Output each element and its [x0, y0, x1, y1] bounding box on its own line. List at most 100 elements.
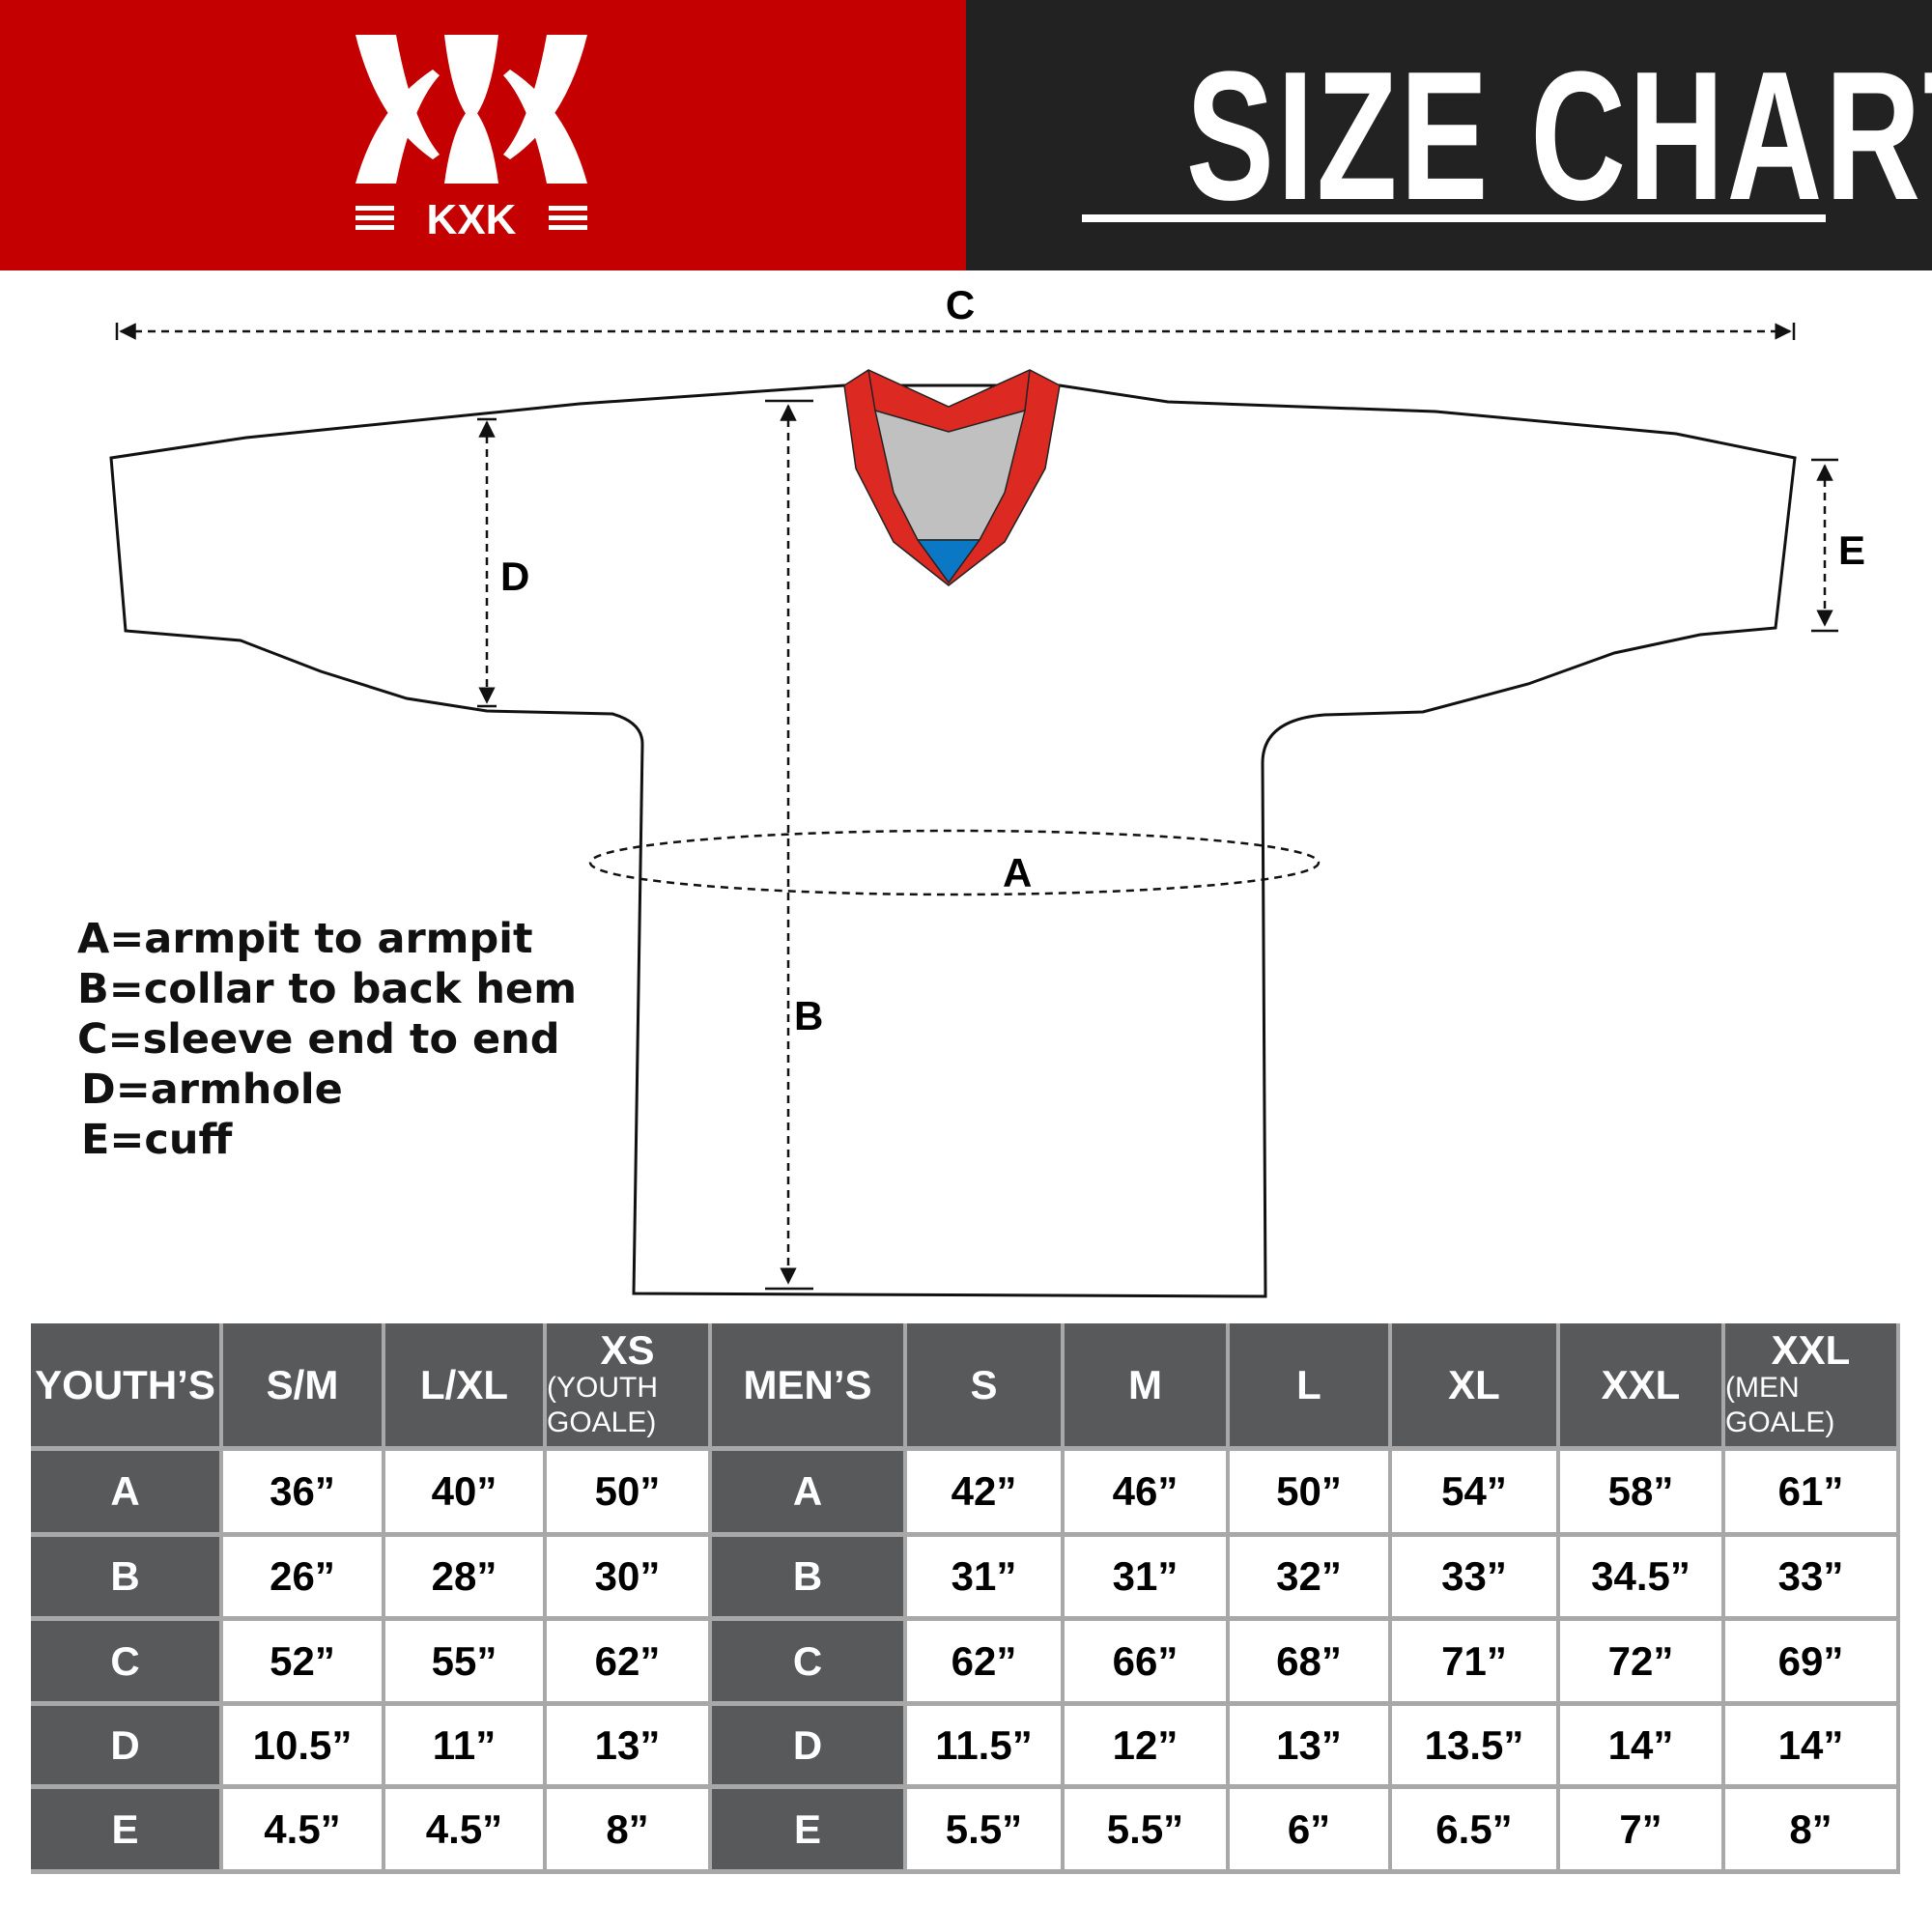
- label-c: C: [946, 282, 975, 327]
- table-cell: 12”: [1065, 1706, 1230, 1789]
- dimension-a: [588, 829, 1321, 896]
- label-b: B: [794, 993, 823, 1038]
- size-header: S/M: [223, 1323, 385, 1451]
- jersey-outline: [109, 384, 1797, 1298]
- size-header-label: L/XL: [420, 1361, 508, 1407]
- table-cell: 71”: [1392, 1621, 1560, 1706]
- size-header: XXL (MEN GOALE): [1725, 1323, 1900, 1451]
- table-cell: 55”: [385, 1621, 547, 1706]
- size-header-sublabel: (YOUTH GOALE): [547, 1371, 658, 1438]
- kxk-logo: KXK: [355, 35, 587, 242]
- table-cell: 5.5”: [907, 1789, 1065, 1874]
- row-label: C: [31, 1621, 223, 1706]
- table-cell: 13”: [1230, 1706, 1392, 1789]
- table-cell: 7”: [1560, 1789, 1725, 1874]
- table-cell: 58”: [1560, 1451, 1725, 1537]
- row-label: C: [712, 1621, 907, 1706]
- size-header: XL: [1392, 1323, 1560, 1451]
- table-cell: 31”: [907, 1537, 1065, 1621]
- size-header: L: [1230, 1323, 1392, 1451]
- table-cell: 72”: [1560, 1621, 1725, 1706]
- table-cell: 33”: [1392, 1537, 1560, 1621]
- table-cell: 33”: [1725, 1537, 1900, 1621]
- table-cell: 32”: [1230, 1537, 1392, 1621]
- collar: [843, 369, 1061, 586]
- table-cell: 69”: [1725, 1621, 1900, 1706]
- table-cell: 8”: [547, 1789, 712, 1874]
- table-cell: 30”: [547, 1537, 712, 1621]
- table-cell: 52”: [223, 1621, 385, 1706]
- table-cell: 34.5”: [1560, 1537, 1725, 1621]
- label-e: E: [1838, 527, 1865, 573]
- table-cell: 68”: [1230, 1621, 1392, 1706]
- row-label: E: [31, 1789, 223, 1874]
- dimension-d: [477, 417, 497, 708]
- logo-text: KXK: [427, 196, 517, 242]
- men-header: MEN’S: [712, 1323, 907, 1451]
- size-header-label: XXL: [1601, 1361, 1681, 1407]
- table-cell: 31”: [1065, 1537, 1230, 1621]
- table-cell: 61”: [1725, 1451, 1900, 1537]
- size-header-label: S: [970, 1361, 998, 1407]
- table-cell: 4.5”: [223, 1789, 385, 1874]
- title-banner: [966, 0, 1932, 270]
- legend-item: A=armpit to armpit: [77, 915, 533, 963]
- size-header: S: [907, 1323, 1065, 1451]
- table-cell: 26”: [223, 1537, 385, 1621]
- youth-header: YOUTH’S: [31, 1323, 223, 1451]
- table-cell: 14”: [1560, 1706, 1725, 1789]
- legend-item: B=collar to back hem: [77, 965, 578, 1013]
- row-label: D: [712, 1706, 907, 1789]
- table-cell: 5.5”: [1065, 1789, 1230, 1874]
- size-header: L/XL: [385, 1323, 547, 1451]
- table-cell: 66”: [1065, 1621, 1230, 1706]
- size-header: XS (YOUTH GOALE): [547, 1323, 712, 1451]
- title-underline: [1082, 214, 1826, 222]
- table-cell: 46”: [1065, 1451, 1230, 1537]
- dimension-b: [765, 399, 813, 1291]
- table-cell: 50”: [547, 1451, 712, 1537]
- table-cell: 6”: [1230, 1789, 1392, 1874]
- row-label: B: [31, 1537, 223, 1621]
- table-cell: 13.5”: [1392, 1706, 1560, 1789]
- legend-item: E=cuff: [81, 1116, 233, 1164]
- table-cell: 28”: [385, 1537, 547, 1621]
- table-cell: 50”: [1230, 1451, 1392, 1537]
- table-cell: 4.5”: [385, 1789, 547, 1874]
- size-header-label: S/M: [266, 1361, 339, 1407]
- label-a: A: [1003, 850, 1032, 895]
- table-cell: 54”: [1392, 1451, 1560, 1537]
- size-header-sublabel: (MEN GOALE): [1725, 1371, 1835, 1438]
- legend-item: C=sleeve end to end: [77, 1015, 560, 1064]
- table-cell: 62”: [547, 1621, 712, 1706]
- table-cell: 11”: [385, 1706, 547, 1789]
- size-header-label: XXL: [1771, 1326, 1851, 1373]
- size-header-label: XL: [1448, 1361, 1500, 1407]
- table-cell: 8”: [1725, 1789, 1900, 1874]
- table-cell: 6.5”: [1392, 1789, 1560, 1874]
- table-cell: 14”: [1725, 1706, 1900, 1789]
- row-label: A: [31, 1451, 223, 1537]
- table-cell: 13”: [547, 1706, 712, 1789]
- table-cell: 36”: [223, 1451, 385, 1537]
- size-header-label: L: [1296, 1361, 1321, 1407]
- dimension-c: [115, 323, 1796, 340]
- size-header-label: M: [1128, 1361, 1162, 1407]
- jersey-diagram: C D B E A: [109, 282, 1865, 1298]
- table-cell: 11.5”: [907, 1706, 1065, 1789]
- legend-item: D=armhole: [81, 1065, 343, 1114]
- size-table: YOUTH’S S/M L/XL XS (YOUTH GOALE) MEN’S S M L XL X…: [31, 1323, 1900, 1874]
- row-label: A: [712, 1451, 907, 1537]
- row-label: D: [31, 1706, 223, 1789]
- size-header: M: [1065, 1323, 1230, 1451]
- row-label: E: [712, 1789, 907, 1874]
- dimension-e: [1811, 458, 1838, 633]
- table-cell: 42”: [907, 1451, 1065, 1537]
- label-d: D: [500, 554, 529, 599]
- table-cell: 62”: [907, 1621, 1065, 1706]
- row-label: B: [712, 1537, 907, 1621]
- table-cell: 40”: [385, 1451, 547, 1537]
- measurement-legend: A=armpit to armpit B=collar to back hem …: [77, 914, 577, 1165]
- size-header: XXL: [1560, 1323, 1725, 1451]
- table-cell: 10.5”: [223, 1706, 385, 1789]
